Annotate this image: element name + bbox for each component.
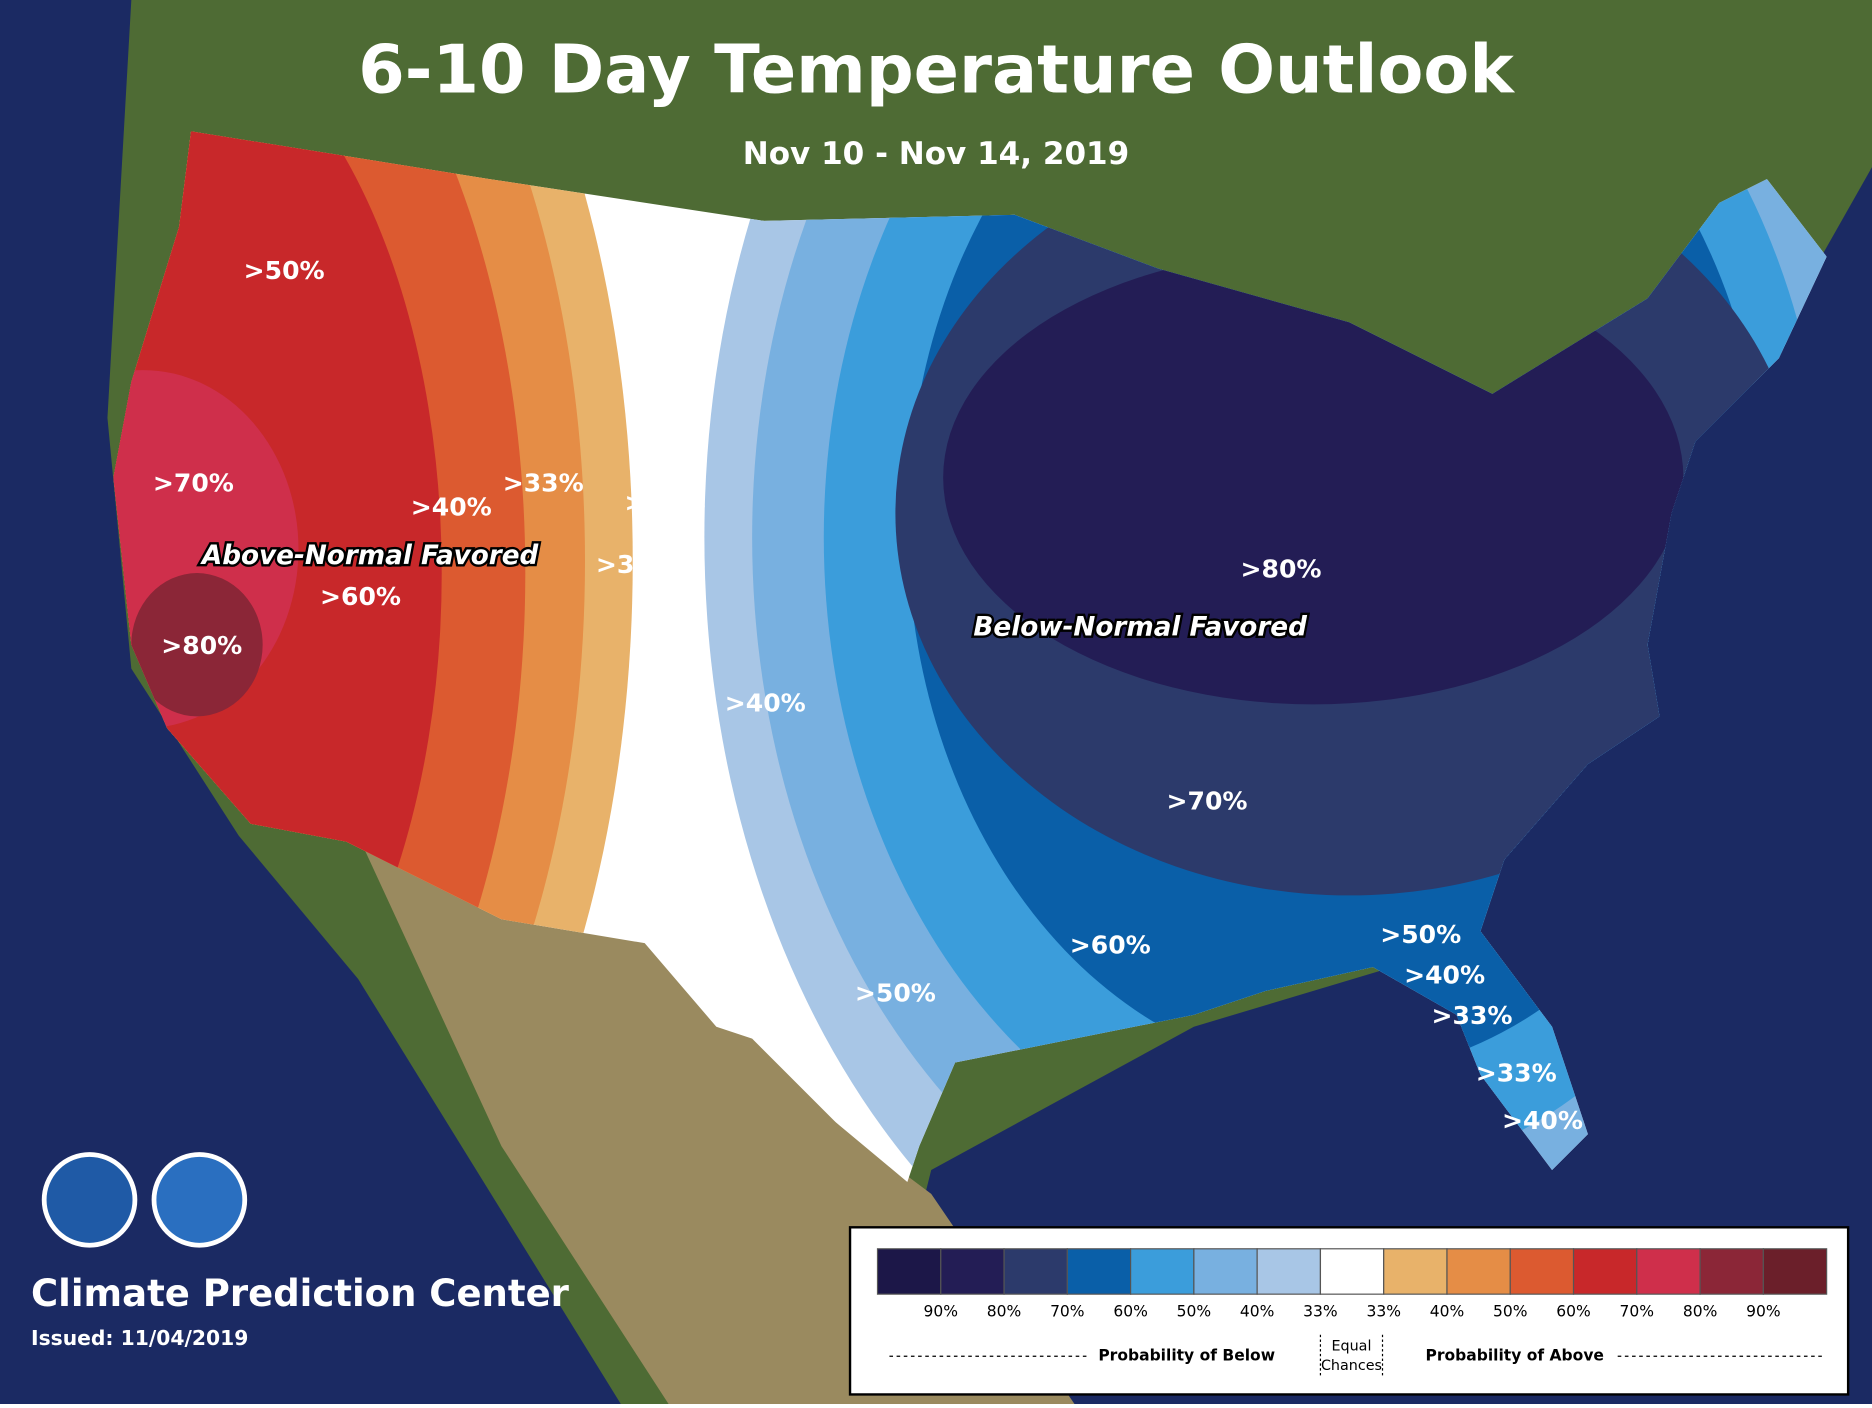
issued-date: Issued: 11/04/2019 [31,1326,248,1350]
legend-label: 60% [1556,1303,1591,1321]
agency: Climate Prediction Center [31,1272,570,1315]
legend-swatch [1446,1248,1511,1295]
legend-swatch [940,1248,1005,1295]
legend-below-title: Probability of Below [1098,1347,1275,1365]
legend-swatch [1699,1248,1764,1295]
probability-label: >40% [1502,1106,1583,1135]
probability-label: >70% [1167,786,1248,815]
noaa-logo [41,1152,138,1248]
title: 6-10 Day Temperature Outlook [358,31,1515,109]
nws-logo [151,1152,248,1248]
legend-equal-title: Equal [1331,1339,1371,1355]
legend-label: 70% [1620,1303,1655,1321]
legend-swatch [1383,1248,1448,1295]
probability-label: >33% [624,488,705,517]
legend: 90% 80% 70% 60% 50% 40% 33% 33% 40% 50% 60% 70% 80% 9… [876,1248,1828,1378]
legend-label: 40% [1240,1303,1275,1321]
legend-swatch [1256,1248,1322,1295]
legend-label: 50% [1177,1303,1212,1321]
probability-label: >80% [1241,555,1322,584]
band [131,573,263,717]
legend-label: 33% [1303,1303,1338,1321]
annotation: Above-Normal Favored [200,541,540,571]
legend-swatch [1762,1248,1828,1295]
legend-swatch [1130,1248,1195,1295]
probability-label: >60% [1070,931,1151,960]
legend-swatch [1003,1248,1068,1295]
legend-label: 90% [1746,1303,1781,1321]
legend-swatch [1193,1248,1258,1295]
probability-label: >40% [725,688,806,717]
legend-label: 50% [1493,1303,1528,1321]
legend-swatch [1572,1248,1638,1295]
probability-label: >33% [1476,1058,1557,1087]
probability-label: >36% [596,550,677,579]
legend-equal-title: Chances [1321,1358,1382,1374]
probability-label: >40% [411,493,492,522]
probability-label: >80% [161,631,242,660]
legend-label: 80% [987,1303,1022,1321]
legend-swatch [1066,1248,1132,1295]
subtitle: Nov 10 - Nov 14, 2019 [743,136,1129,172]
legend-swatch [1636,1248,1701,1295]
legend-label: 33% [1366,1303,1401,1321]
annotation: Below-Normal Favored [973,612,1308,642]
legend-label: 70% [1050,1303,1085,1321]
probability-label: >50% [244,256,325,285]
probability-label: >33% [503,469,584,498]
probability-label: >50% [1380,920,1461,949]
probability-label: >40% [1404,961,1485,990]
legend-swatch [1509,1248,1575,1295]
legend-swatch [1319,1248,1385,1295]
legend-label: 60% [1113,1303,1148,1321]
legend-swatch [876,1248,942,1295]
legend-label: 80% [1683,1303,1718,1321]
probability-label: >60% [320,582,401,611]
legend-label: 90% [924,1303,959,1321]
probability-label: >70% [153,469,234,498]
legend-above-title: Probability of Above [1425,1347,1603,1365]
probability-label: >33% [1432,1001,1513,1030]
legend-label: 40% [1430,1303,1465,1321]
probability-label: >50% [855,979,936,1008]
